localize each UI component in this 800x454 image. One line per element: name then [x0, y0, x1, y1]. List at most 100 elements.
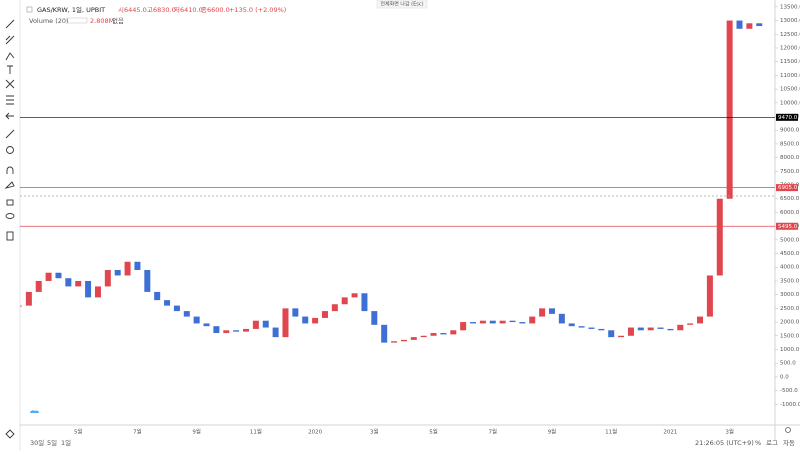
y-tick-label: 10500.0 — [780, 87, 800, 93]
candle — [282, 308, 289, 338]
candle — [736, 20, 743, 29]
range-5d[interactable]: 5일 — [47, 438, 57, 447]
settings-icon[interactable] — [785, 427, 791, 433]
y-tick-label: 9000.0 — [780, 128, 800, 134]
y-tick-label: 3500.0 — [780, 278, 800, 284]
x-tick-label: 3월 — [725, 428, 734, 436]
back-tool[interactable] — [5, 112, 14, 120]
candle — [756, 23, 763, 27]
range-1d[interactable]: 1일 — [61, 438, 71, 447]
candle — [252, 320, 259, 329]
candle — [223, 330, 230, 334]
candle — [193, 316, 200, 324]
x-tick-label: 3월 — [370, 428, 379, 436]
candle — [134, 261, 141, 270]
candle — [470, 322, 477, 324]
candle — [647, 327, 654, 331]
candle — [65, 278, 72, 287]
drawing-mode-tool[interactable] — [4, 181, 15, 189]
y-tick-label: 13000.0 — [780, 18, 800, 24]
y-tick-label: 11500.0 — [780, 59, 800, 65]
x-tick-label: 7월 — [133, 428, 142, 436]
candle — [341, 297, 348, 305]
measure-tool[interactable] — [5, 129, 15, 139]
indicator-buttons[interactable] — [66, 17, 88, 24]
x-tick-label: 9월 — [548, 428, 557, 436]
ohlc-change: +135.0 (+2.09%) — [229, 6, 286, 14]
y-tick-label: -500.0 — [780, 388, 798, 394]
candle — [292, 308, 299, 317]
pattern-tool[interactable] — [5, 52, 15, 61]
y-tick-label: 13500.0 — [780, 4, 800, 10]
candle — [45, 272, 52, 281]
candle — [450, 330, 457, 335]
y-tick-label: 1500.0 — [780, 333, 800, 339]
candle — [272, 327, 279, 338]
candle — [85, 280, 92, 298]
price-line-badge — [776, 222, 798, 230]
candle — [400, 339, 407, 342]
lock-tool[interactable] — [6, 199, 14, 206]
candle — [529, 316, 536, 324]
candle — [312, 317, 319, 324]
candle — [430, 333, 437, 336]
candle — [124, 261, 131, 276]
price-line-label: 6905.0 — [778, 185, 798, 191]
fib-tool[interactable] — [5, 35, 15, 45]
symbol[interactable]: GAS/KRW, 1일, UPBIT — [37, 5, 105, 14]
y-tick-label: 6500.0 — [780, 196, 800, 202]
layers-tool[interactable] — [5, 429, 15, 439]
collapse-icon[interactable] — [26, 6, 33, 13]
candle — [371, 311, 378, 325]
visibility-tool[interactable] — [5, 213, 15, 219]
candle — [578, 326, 585, 328]
clock: 21:26:05 (UTC+9) — [695, 439, 754, 447]
candle — [598, 328, 605, 331]
candle — [144, 269, 151, 292]
zoom-tool[interactable] — [6, 146, 14, 154]
candle — [410, 337, 417, 340]
y-tick-label: 0.0 — [780, 374, 789, 380]
range-30d[interactable]: 30일 — [30, 438, 44, 447]
trend-line-tool[interactable] — [5, 19, 15, 29]
forecast-tool[interactable] — [6, 95, 14, 105]
x-tick-label: 9월 — [192, 428, 201, 436]
candle — [173, 305, 180, 312]
candle — [489, 320, 496, 324]
left-toolbar — [4, 19, 15, 439]
magnet-tool[interactable] — [6, 166, 14, 174]
candle — [94, 286, 101, 298]
candle — [479, 320, 486, 324]
fullscreen-hint[interactable]: 전체화면 나감 (Esc) — [380, 1, 423, 8]
candle — [243, 328, 250, 332]
candle — [509, 320, 516, 323]
candle — [558, 313, 565, 324]
delete-tool[interactable] — [6, 231, 14, 241]
shapes-tool[interactable] — [5, 79, 15, 89]
candle — [35, 280, 42, 292]
volume-value: 2.808M — [90, 17, 114, 25]
candle — [361, 293, 368, 312]
cloud-icon[interactable] — [30, 410, 39, 413]
auto-toggle[interactable]: 자동 — [783, 438, 795, 447]
candle — [440, 333, 447, 335]
candle — [697, 316, 704, 324]
candle — [262, 320, 269, 328]
candle — [677, 324, 684, 331]
x-tick-label: 2021 — [663, 430, 677, 436]
candle — [321, 311, 328, 318]
y-tick-label: 3000.0 — [780, 292, 800, 298]
percent-toggle[interactable]: % — [755, 439, 761, 447]
x-tick-label: 5월 — [429, 428, 438, 436]
candle — [667, 328, 674, 331]
candle — [233, 330, 240, 332]
candle — [568, 323, 575, 327]
candle — [588, 327, 595, 329]
candle — [460, 322, 467, 331]
candle — [391, 341, 398, 343]
candle — [154, 291, 161, 301]
fullscreen-box[interactable] — [376, 0, 428, 9]
text-tool[interactable] — [7, 65, 13, 74]
log-toggle[interactable]: 로그 — [766, 439, 778, 447]
